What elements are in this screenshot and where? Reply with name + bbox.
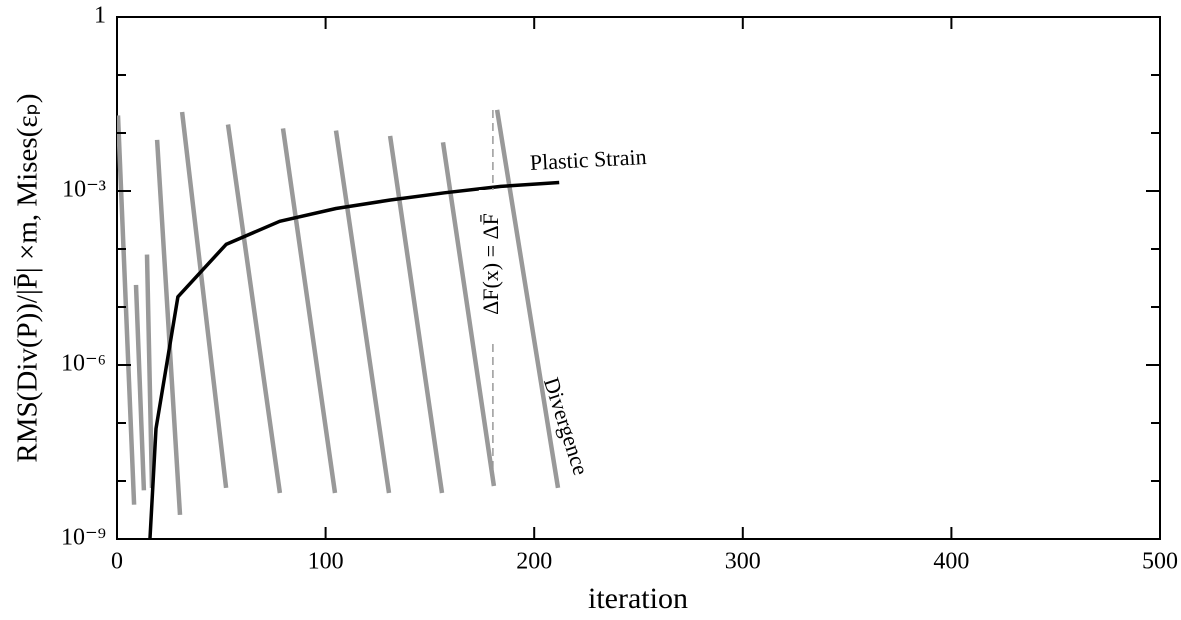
x-tick-label: 400 <box>933 549 969 575</box>
y-tick-label: 10⁻⁶ <box>61 351 106 377</box>
x-tick-label: 200 <box>516 549 552 575</box>
x-tick-label: 500 <box>1142 549 1178 575</box>
y-tick-label: 10⁻³ <box>62 177 106 203</box>
series-line <box>117 109 561 516</box>
x-axis-label: iteration <box>588 582 688 615</box>
y-tick-label: 1 <box>94 3 106 29</box>
x-tick-label: 100 <box>308 549 344 575</box>
x-tick-label: 0 <box>111 549 123 575</box>
plot-area <box>117 109 561 539</box>
plot-frame <box>116 16 1161 540</box>
x-tick-label: 300 <box>725 549 761 575</box>
annotation: ΔF(x) = ΔF̄ <box>478 213 503 315</box>
annotation-bg <box>478 190 507 340</box>
y-tick-label: 10⁻⁹ <box>61 525 106 551</box>
series-line <box>148 180 560 539</box>
series-label: Plastic Strain <box>529 144 647 175</box>
y-axis-label: RMS(Div(P))/|P̄| ×m, Mises(εₚ) <box>12 93 44 462</box>
